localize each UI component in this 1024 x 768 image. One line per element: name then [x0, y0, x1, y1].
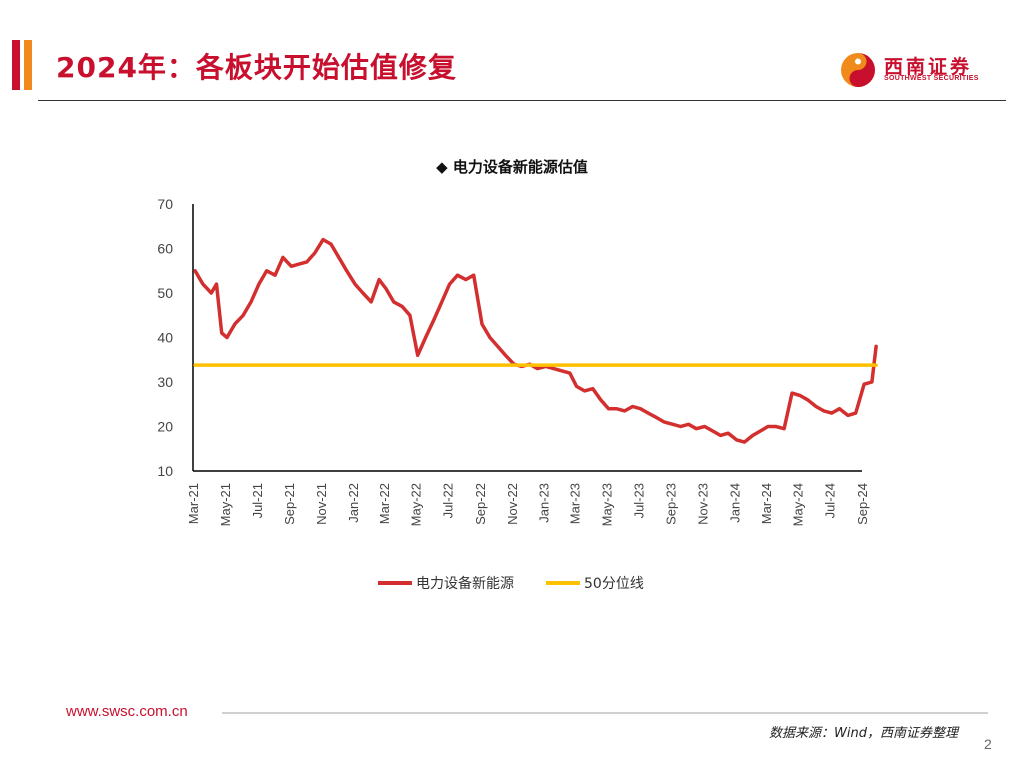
x-tick-label: Sep-24	[855, 483, 870, 525]
x-tick-label: Sep-22	[473, 483, 488, 525]
company-logo: 西南证券 SOUTHWEST SECURITIES	[838, 50, 998, 90]
x-tick-label: May-21	[218, 483, 233, 526]
logo-emblem-icon	[841, 53, 875, 87]
x-tick-label: Jul-24	[823, 483, 838, 518]
x-tick-label: Jan-24	[727, 483, 742, 523]
x-tick-label: Mar-23	[568, 483, 583, 524]
chart-title: ◆ 电力设备新能源估值	[436, 158, 588, 176]
title-accent-bar-orange	[24, 40, 32, 90]
y-tick-label: 10	[157, 463, 173, 479]
logo-text-en: SOUTHWEST SECURITIES	[884, 75, 979, 82]
x-tick-label: Jan-23	[537, 483, 552, 523]
x-tick-label: Nov-23	[696, 483, 711, 525]
legend-label-50th-percentile: 50分位线	[584, 576, 644, 592]
y-tick-label: 60	[157, 241, 173, 257]
title-divider	[38, 100, 1006, 101]
footer-divider	[222, 712, 988, 714]
slide-title: 2024年：各板块开始估值修复	[56, 51, 457, 84]
x-tick-label: May-23	[599, 483, 614, 526]
x-tick-label: Mar-24	[759, 483, 774, 524]
valuation-chart: 10 20 30 40 50 60 70 Mar-21 May-21 Jul-21 Sep-21 No…	[157, 196, 878, 592]
page-number: 2	[984, 736, 992, 752]
x-tick-label: Nov-22	[505, 483, 520, 525]
footer-url[interactable]: www.swsc.com.cn	[66, 703, 188, 720]
x-tick-label: May-24	[791, 483, 806, 526]
series-line-new-energy	[193, 237, 878, 444]
x-tick-label: Sep-21	[282, 483, 297, 525]
x-tick-label: Jul-23	[631, 483, 646, 518]
legend-label-new-energy: 电力设备新能源	[416, 575, 514, 592]
x-tick-label: Jan-22	[346, 483, 361, 523]
x-tick-label: Nov-21	[314, 483, 329, 525]
data-source-note: 数据来源：Wind，西南证券整理	[769, 726, 958, 741]
y-tick-label: 50	[157, 285, 173, 301]
logo-text-cn: 西南证券	[884, 56, 973, 78]
title-accent-bar-red	[12, 40, 20, 90]
y-tick-label: 40	[157, 330, 173, 346]
y-tick-label: 20	[157, 419, 173, 435]
x-tick-label: Jul-22	[441, 483, 456, 518]
x-tick-label: Mar-21	[186, 483, 201, 524]
y-tick-label: 70	[157, 196, 173, 212]
x-tick-label: Jul-21	[250, 483, 265, 518]
x-tick-label: Sep-23	[664, 483, 679, 525]
y-tick-label: 30	[157, 374, 173, 390]
x-tick-label: Mar-22	[377, 483, 392, 524]
x-tick-label: May-22	[409, 483, 424, 526]
